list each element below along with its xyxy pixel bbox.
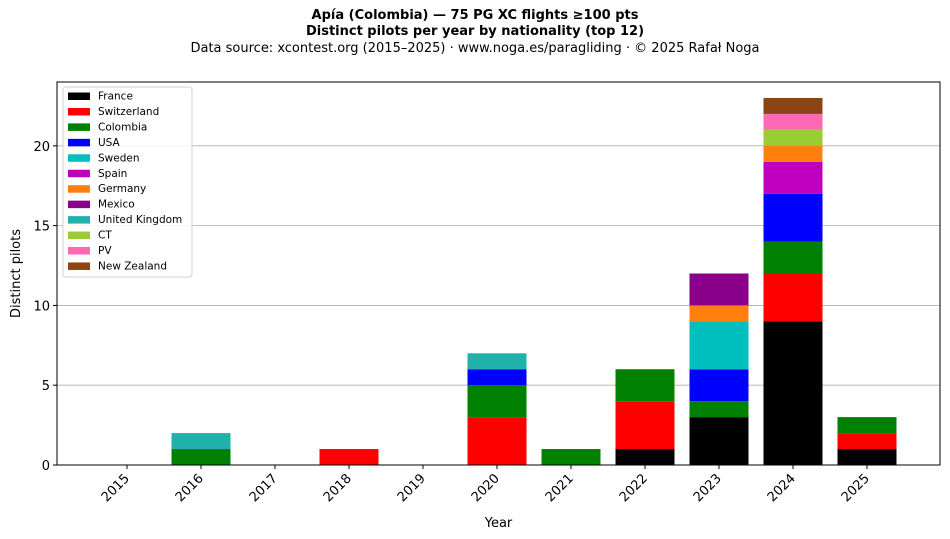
bars <box>171 97 897 465</box>
bar-segment-france <box>763 321 823 465</box>
legend-label: Mexico <box>98 199 135 211</box>
legend-label: CT <box>98 230 112 242</box>
y-tick-label: 0 <box>42 459 50 474</box>
bar-segment-spain <box>763 161 823 194</box>
bar-segment-france <box>837 449 897 465</box>
bar-segment-colombia <box>689 401 749 418</box>
bar-segment-france <box>689 417 749 465</box>
bar-segment-usa <box>763 193 823 242</box>
legend-swatch <box>68 123 90 131</box>
bar-segment-switzerland <box>467 417 527 465</box>
x-tick-label: 2025 <box>839 471 873 505</box>
x-tick-label: 2022 <box>617 471 651 505</box>
bar-segment-switzerland <box>837 433 897 450</box>
legend-swatch <box>68 262 90 270</box>
bar-segment-switzerland <box>615 401 675 450</box>
legend-label: USA <box>98 137 121 149</box>
x-tick-label: 2020 <box>469 471 503 505</box>
bar-segment-united-kingdom <box>171 433 231 450</box>
x-axis-ticks: 2015 2016 2017 2018 2019 2020 2021 2022 2023 2024… <box>99 465 873 505</box>
legend-label: United Kingdom <box>98 214 182 226</box>
legend-swatch <box>68 107 90 116</box>
bar-segment-usa <box>689 369 749 402</box>
legend-swatch <box>68 231 90 240</box>
legend-box <box>62 86 193 278</box>
legend-label: Spain <box>98 168 127 180</box>
y-tick-label: 5 <box>42 379 50 394</box>
legend-label: France <box>98 91 133 103</box>
chart-title: Apía (Colombia) — 75 PG XC flights ≥100 … <box>311 8 639 23</box>
legend-swatch <box>68 216 90 224</box>
y-tick-label: 20 <box>33 140 50 155</box>
x-tick-label: 2018 <box>321 471 355 505</box>
legend-label: Colombia <box>98 121 147 133</box>
bar-segment-colombia <box>171 449 231 465</box>
bar-segment-united-kingdom <box>467 353 527 370</box>
bar-segment-pv <box>763 113 823 130</box>
bar-segment-france <box>615 449 675 465</box>
legend-swatch <box>68 247 90 255</box>
x-tick-label: 2016 <box>173 471 207 505</box>
legend-label: PV <box>98 245 112 257</box>
legend-label: Sweden <box>98 152 140 164</box>
bar-segment-germany <box>763 145 823 162</box>
legend: France Switzerland Colombia USA Sweden Spain G… <box>62 86 193 278</box>
x-tick-label: 2023 <box>691 471 725 505</box>
bar-segment-usa <box>467 369 527 386</box>
bar-segment-switzerland <box>319 449 379 465</box>
y-tick-label: 15 <box>33 220 50 235</box>
x-tick-label: 2015 <box>99 471 133 505</box>
legend-swatch <box>68 169 90 178</box>
x-tick-label: 2021 <box>543 471 577 505</box>
legend-swatch <box>68 92 90 100</box>
y-axis-ticks: 0 5 10 15 20 <box>33 140 57 474</box>
bar-segment-colombia <box>615 369 675 402</box>
bar-segment-new-zealand <box>763 97 823 114</box>
bar-segment-colombia <box>541 449 601 465</box>
legend-label: Germany <box>98 183 146 195</box>
x-tick-label: 2019 <box>395 471 429 505</box>
legend-label: Switzerland <box>98 106 159 118</box>
y-tick-label: 10 <box>33 299 50 314</box>
chart-source-note: Data source: xcontest.org (2015–2025) · … <box>190 41 760 56</box>
chart-titles: Apía (Colombia) — 75 PG XC flights ≥100 … <box>0 8 950 58</box>
legend-swatch <box>68 200 90 209</box>
bar-segment-mexico <box>689 273 749 306</box>
bar-segment-colombia <box>763 241 823 274</box>
bar-segment-colombia <box>837 417 897 434</box>
bar-segment-sweden <box>689 321 749 370</box>
legend-label: New Zealand <box>98 260 167 272</box>
bar-segment-colombia <box>467 385 527 418</box>
chart-subtitle: Distinct pilots per year by nationality … <box>305 24 645 39</box>
legend-swatch <box>68 154 90 162</box>
bar-segment-switzerland <box>763 273 823 322</box>
legend-swatch <box>68 185 90 193</box>
y-axis-label: Distinct pilots <box>9 229 24 318</box>
plot-frame <box>56 81 941 466</box>
legend-swatch <box>68 138 90 147</box>
x-tick-label: 2017 <box>247 471 281 505</box>
bar-segment-germany <box>689 305 749 322</box>
bar-segment-ct <box>763 129 823 146</box>
x-axis-label: Year <box>484 516 513 531</box>
x-tick-label: 2024 <box>765 471 799 505</box>
